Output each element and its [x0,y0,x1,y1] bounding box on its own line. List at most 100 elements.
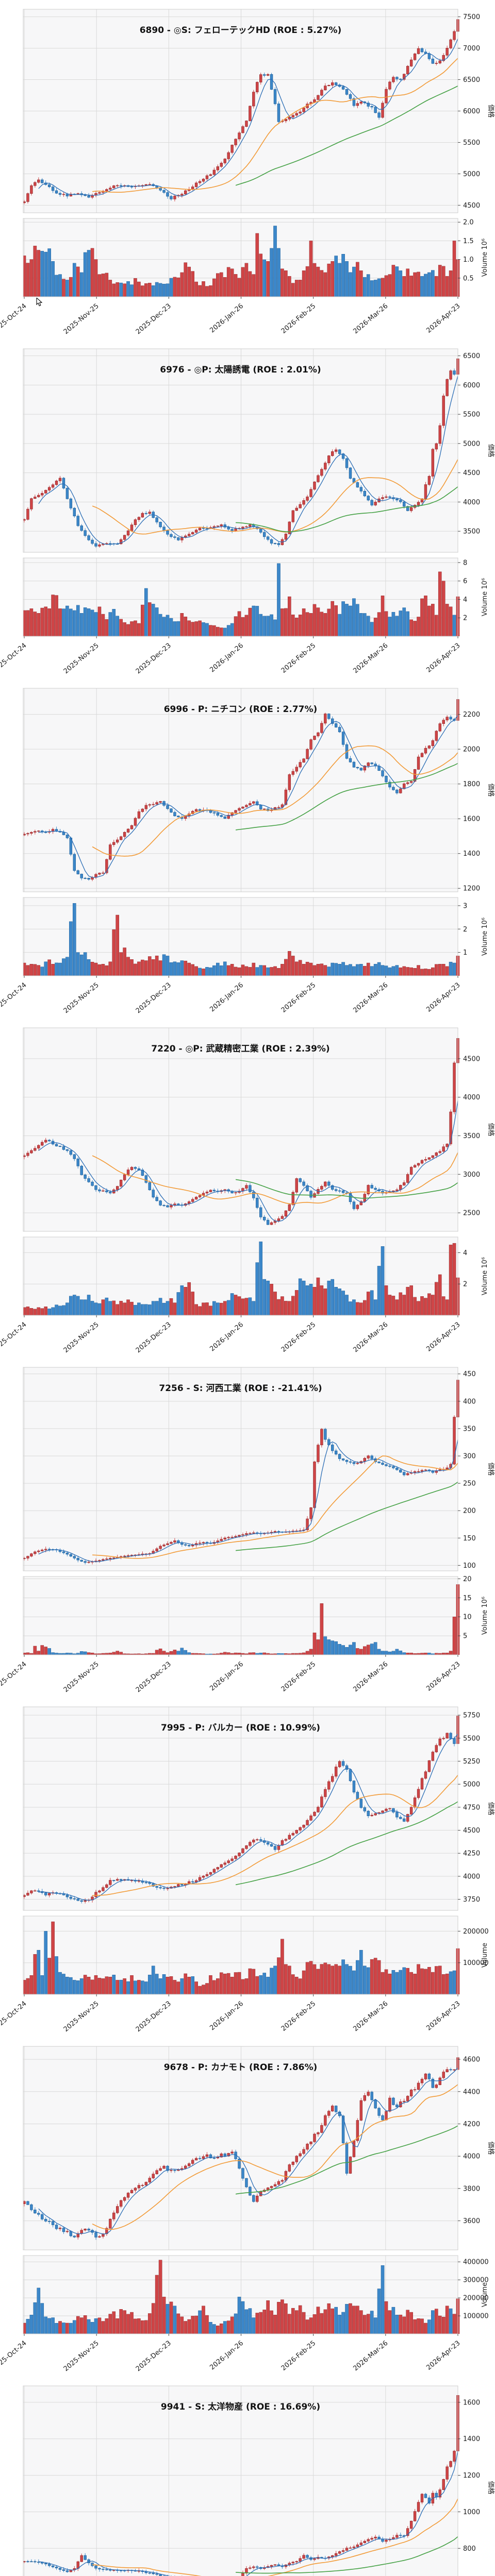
date-tick-label: 2026-Apr-23 [425,302,461,335]
price-tick-label: 5000 [463,440,480,448]
chart-canvas: 3750 4000 4250 4500 4750 5000 5250 5500 5750 1000… [0,1706,495,2034]
price-panel-border [23,2385,458,2576]
volume-tick-label: 1.0 [463,256,474,264]
candlesticks [23,1037,459,1225]
volume-tick-label: 400000 [463,2259,489,2266]
price-axis-label: 価格 [487,2481,495,2494]
date-tick-label: 2026-Apr-23 [425,2000,461,2032]
candlesticks [23,357,459,548]
price-tick-label: 1000 [463,2509,480,2516]
chart-canvas: 3600 3800 4000 4200 4400 4600 100000 200000 3000… [0,2046,495,2374]
price-tick-label: 6500 [463,352,480,360]
chart-canvas: 6008001000120014001600500001000001500002… [23,2385,495,2576]
date-tick-label: 2025-Nov-25 [62,981,101,1015]
ma-long-line [235,1801,458,1886]
volume-tick-label: 2 [463,926,467,934]
stock-chart-6890: 4500 5000 5500 6000 6500 7000 7500 0.5 1.0 1.5 2.0… [0,0,495,340]
ma-mid-line [92,58,458,193]
stock-chart-7256: 100 150 200 250 300 350 400 450 5 10 15 20 2025-Oct-… [0,1358,495,1698]
ma-long-line [235,1179,458,1199]
volume-tick-label: 2.0 [463,219,474,227]
ma-short-line [38,2067,458,2234]
price-tick-label: 7500 [463,13,480,21]
price-tick-label: 5000 [463,1781,480,1789]
price-axis-label: 価格 [487,444,495,457]
ma-long-line [236,2536,458,2574]
date-tick-label: 2025-Dec-23 [135,1660,173,1694]
price-tick-label: 5000 [463,171,480,178]
ma-mid-line [92,745,458,857]
ma-long-line [236,1481,458,1551]
price-tick-label: 400 [463,1398,476,1405]
price-axis-label: 価格 [487,2141,495,2155]
volume-panel-border [23,1236,458,1316]
price-tick-label: 1200 [463,885,480,893]
date-tick-label: 2025-Dec-23 [135,2340,173,2374]
date-tick-label: 2026-Apr-23 [425,981,461,1014]
date-tick-label: 2025-Dec-23 [135,981,173,1015]
price-tick-label: 6000 [463,108,480,115]
price-panel [23,1367,458,1571]
date-tick-label: 2025-Oct-24 [0,642,28,675]
axis-ticks-and-labels: 6008001000120014001600500001000001500002… [458,2399,480,2553]
price-axis-label: 価格 [487,783,495,796]
price-tick-label: 1800 [463,781,480,788]
date-tick-label: 2026-Mar-26 [352,1660,389,1694]
volume-panel-border [23,2255,458,2334]
date-tick-label: 2025-Nov-25 [62,642,101,676]
volume-panel-border [23,897,458,976]
price-tick-label: 150 [463,1535,476,1543]
gridlines [23,1028,458,1315]
price-tick-label: 350 [463,1425,476,1433]
ma-short-line [38,2450,458,2576]
price-panel-border [23,348,458,553]
volume-bars [23,226,460,297]
price-tick-label: 2500 [463,1210,480,1217]
date-tick-label: 2026-Jan-26 [208,1321,245,1353]
volume-axis-label: Volume 10⁶ [481,1257,489,1295]
price-tick-label: 4400 [463,2088,480,2096]
date-tick-label: 2025-Nov-25 [62,1321,101,1355]
volume-tick-label: 200000 [463,2295,489,2302]
volume-tick-label: 15 [463,1595,472,1602]
ma-mid-line [92,2498,458,2576]
stock-chart-6996: 1200 1400 1600 1800 2000 2200 1 2 3 2025-Oct-24 20… [0,679,495,1019]
date-tick-label: 2026-Jan-26 [208,981,245,1014]
ma-mid-line [92,1152,458,1205]
price-tick-label: 200 [463,1507,476,1515]
price-tick-label: 1600 [463,2399,480,2406]
stock-chart-7220: 2500 3000 3500 4000 4500 2 4 2025-Oct-24 2025-No… [0,1019,495,1358]
ma-short-line [38,1734,458,1901]
price-tick-label: 4500 [463,1827,480,1835]
date-tick-label: 2025-Nov-25 [62,1660,101,1694]
price-tick-label: 5500 [463,1735,480,1742]
price-tick-label: 5500 [463,411,480,419]
price-tick-label: 800 [463,2545,476,2553]
stock-chart-6976: 3500 4000 4500 5000 5500 6000 6500 2 4 6 8 2025-Oct… [0,340,495,679]
stock-chart-7995: 3750 4000 4250 4500 4750 5000 5250 5500 5750 1000… [0,1698,495,2037]
price-tick-label: 5500 [463,139,480,147]
stock-chart-9678: 3600 3800 4000 4200 4400 4600 100000 200000 3000… [0,2037,495,2377]
price-tick-label: 3500 [463,1132,480,1140]
date-tick-label: 2025-Dec-23 [135,302,173,336]
volume-tick-label: 6 [463,578,467,585]
volume-tick-label: 2 [463,615,467,622]
volume-tick-label: 20 [463,1575,472,1583]
price-tick-label: 4750 [463,1804,480,1811]
volume-axis-label: Volume 10⁶ [481,1597,489,1635]
volume-tick-label: 100000 [463,2313,489,2320]
price-tick-label: 4000 [463,2153,480,2161]
price-tick-label: 300 [463,1453,476,1461]
date-tick-label: 2025-Nov-25 [62,2000,101,2034]
date-tick-label: 2026-Apr-23 [425,1321,461,1353]
price-tick-label: 3800 [463,2185,480,2193]
price-panel-border [23,688,458,892]
date-tick-label: 2025-Oct-24 [0,2000,28,2033]
price-tick-label: 6000 [463,382,480,389]
volume-panel-border [23,1576,458,1655]
date-tick-label: 2026-Jan-26 [208,642,245,674]
price-tick-label: 4500 [463,1055,480,1063]
volume-axis-label: Volume [481,1943,489,1968]
candlesticks [23,1379,459,1565]
